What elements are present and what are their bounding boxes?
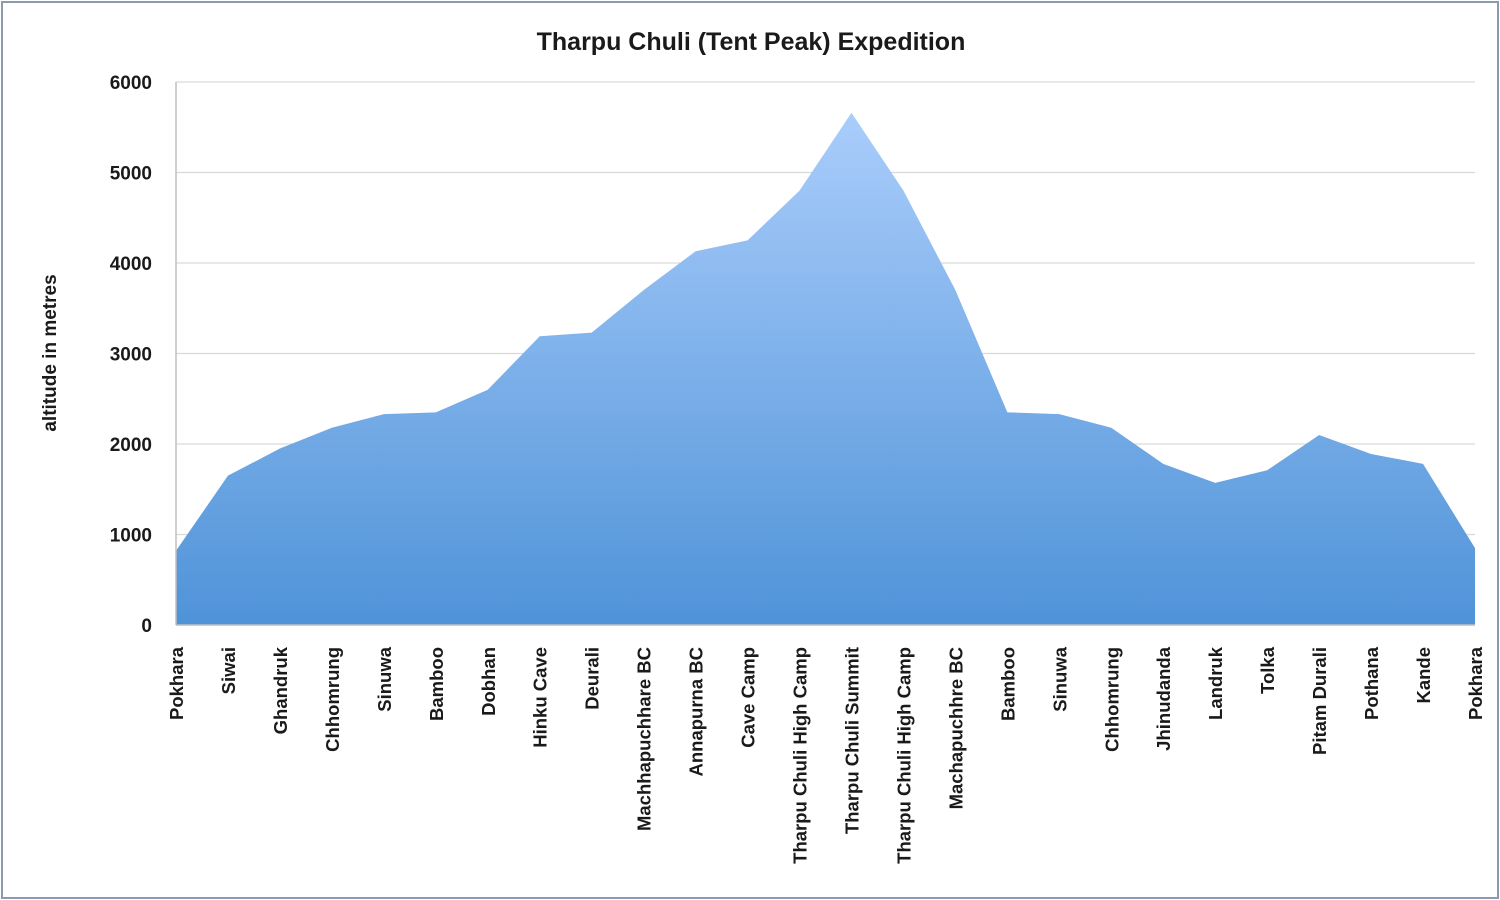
y-tick-labels: 0 1000 2000 3000 4000 5000 6000 bbox=[110, 73, 152, 637]
area-series bbox=[176, 112, 1475, 625]
x-tick-label: Hinku Cave bbox=[530, 647, 551, 748]
x-tick-label: Tolka bbox=[1257, 646, 1278, 694]
x-tick-label: Sinuwa bbox=[1049, 646, 1070, 711]
x-tick-label: Bamboo bbox=[426, 647, 447, 721]
x-tick-label: Bamboo bbox=[997, 647, 1018, 721]
x-tick-label: Siwai bbox=[218, 647, 239, 694]
x-tick-label: Deurali bbox=[582, 647, 603, 710]
x-tick-label: Machhapuchhare BC bbox=[634, 647, 655, 831]
y-tick-label: 6000 bbox=[110, 73, 152, 94]
x-tick-label: Chhomrung bbox=[322, 647, 343, 752]
x-tick-label: Annapurna BC bbox=[686, 647, 707, 777]
y-tick-label: 2000 bbox=[110, 435, 152, 456]
chart-canvas: Tharpu Chuli (Tent Peak) Expedition alti… bbox=[40, 28, 1486, 864]
x-tick-label: Cave Camp bbox=[738, 647, 759, 748]
x-tick-label: Machapuchhre BC bbox=[945, 647, 966, 809]
x-tick-label: Kande bbox=[1413, 647, 1434, 704]
y-axis-label: altitude in metres bbox=[40, 274, 61, 431]
axes bbox=[175, 82, 1475, 626]
x-tick-label: Tharpu Chuli Summit bbox=[841, 647, 862, 834]
chart-title: Tharpu Chuli (Tent Peak) Expedition bbox=[537, 28, 966, 56]
x-tick-label: Chhomrung bbox=[1101, 647, 1122, 752]
x-tick-label: Landruk bbox=[1205, 646, 1226, 720]
y-tick-label: 0 bbox=[141, 616, 152, 637]
x-tick-label: Sinuwa bbox=[374, 646, 395, 711]
x-tick-labels: Pokhara Siwai Ghandruk Chhomrung Sinuwa Bambo… bbox=[166, 646, 1486, 864]
x-tick-label: Pothana bbox=[1361, 646, 1382, 720]
x-tick-label: Jhinudanda bbox=[1153, 646, 1174, 751]
x-tick-label: Pokhara bbox=[166, 646, 187, 720]
y-tick-label: 3000 bbox=[110, 345, 152, 366]
x-tick-label: Tharpu Chuli High Camp bbox=[790, 647, 811, 864]
x-tick-label: Tharpu Chuli High Camp bbox=[893, 647, 914, 864]
x-tick-label: Ghandruk bbox=[270, 646, 291, 734]
x-tick-label: Dobhan bbox=[478, 647, 499, 716]
x-tick-label: Pitam Durali bbox=[1309, 647, 1330, 755]
plot-area bbox=[176, 112, 1475, 625]
x-tick-label: Pokhara bbox=[1465, 646, 1486, 720]
y-tick-label: 5000 bbox=[110, 164, 152, 185]
y-tick-label: 1000 bbox=[110, 526, 152, 547]
y-tick-label: 4000 bbox=[110, 254, 152, 275]
